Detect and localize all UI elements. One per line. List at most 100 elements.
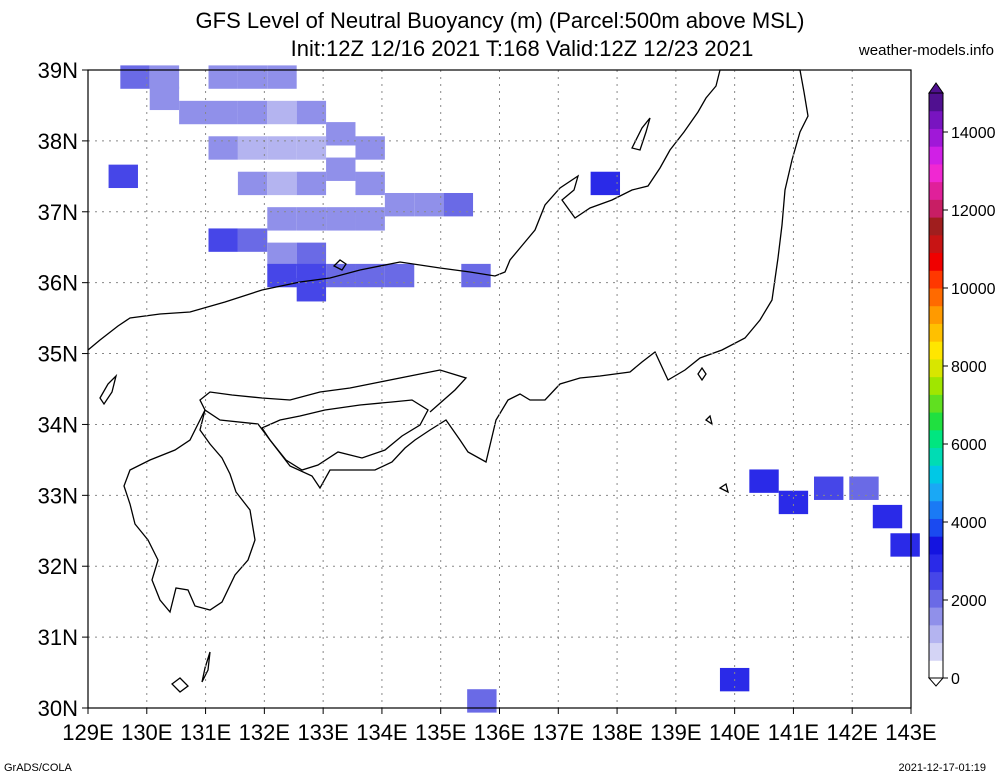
buoyancy-cell [267, 171, 297, 196]
lon-tick-label: 143E [885, 720, 936, 745]
plot-frame [87, 69, 912, 709]
site-credit: weather-models.info [858, 42, 994, 59]
lat-tick-label: 36N [38, 271, 78, 296]
buoyancy-cell [355, 136, 385, 160]
buoyancy-cell [443, 192, 474, 217]
buoyancy-cell [296, 100, 327, 125]
lon-tick-label: 141E [768, 720, 819, 745]
buoyancy-cell [237, 100, 268, 125]
lat-tick-label: 38N [38, 129, 78, 154]
colorbar-swatch [929, 93, 943, 112]
buoyancy-cell [267, 136, 297, 160]
colorbar-swatch [929, 341, 943, 360]
buoyancy-cell [179, 100, 209, 125]
colorbar-swatch [929, 199, 943, 218]
buoyancy-cell [849, 476, 879, 500]
colorbar-swatch [929, 500, 943, 519]
colorbar-swatch [929, 323, 943, 342]
grid-lines [88, 70, 911, 708]
colorbar-label: 10000 [951, 281, 996, 298]
colorbar-swatch [929, 624, 943, 644]
chart-title-line2: Init:12Z 12/16 2021 T:168 Valid:12Z 12/2… [290, 36, 754, 61]
colorbar-label: 0 [951, 671, 960, 688]
buoyancy-cell [208, 136, 238, 160]
buoyancy-cell [461, 263, 491, 288]
buoyancy-cell [267, 100, 297, 125]
buoyancy-cell [814, 476, 844, 500]
lon-tick-label: 137E [533, 720, 584, 745]
izu-islands [697, 366, 729, 494]
colorbar-label: 4000 [951, 515, 987, 532]
buoyancy-cell [267, 242, 297, 267]
lat-tick-label: 30N [38, 696, 78, 721]
colorbar-swatch [929, 447, 943, 466]
colorbar-swatch [929, 589, 943, 608]
buoyancy-cell [208, 228, 238, 252]
colorbar-swatch [929, 465, 943, 484]
lon-tick-label: 140E [709, 720, 760, 745]
lat-tick-label: 31N [38, 625, 78, 650]
lon-tick-label: 138E [591, 720, 642, 745]
buoyancy-cell [149, 86, 180, 111]
lon-tick-label: 131E [180, 720, 231, 745]
colorbar-swatch [929, 376, 943, 395]
lat-tick-label: 33N [38, 483, 78, 508]
colorbar-label: 6000 [951, 437, 987, 454]
colorbar-swatch [929, 607, 943, 626]
buoyancy-cell [355, 207, 385, 231]
buoyancy-cell [749, 469, 779, 493]
tsushima-island [99, 373, 118, 406]
colorbar-swatch [929, 394, 943, 413]
honshu-coast [87, 69, 809, 490]
colorbar-swatch [929, 358, 943, 378]
lon-tick-label: 135E [415, 720, 466, 745]
buoyancy-cell [208, 65, 238, 89]
colorbar-swatch [929, 571, 943, 590]
buoyancy-cell [149, 65, 180, 89]
software-credit: GrADS/COLA [4, 762, 72, 774]
colorbar-swatch [929, 110, 943, 129]
buoyancy-cell [267, 65, 297, 89]
colorbar-swatch [929, 288, 943, 307]
buoyancy-cell [237, 171, 268, 196]
buoyancy-cell [296, 207, 327, 231]
buoyancy-cell [414, 192, 444, 217]
buoyancy-cell [355, 171, 385, 196]
tanegashima [201, 651, 211, 683]
buoyancy-cell [384, 263, 415, 288]
colorbar-bottom-arrow [927, 677, 945, 687]
colorbar-swatch [929, 234, 943, 254]
buoyancy-cell [108, 164, 138, 189]
lon-tick-label: 142E [827, 720, 878, 745]
buoyancy-cell [237, 136, 268, 160]
colorbar: 0 2000 4000 6000 8000 10000 12000 14000 [927, 82, 996, 688]
colorbar-swatch [929, 412, 943, 431]
colorbar-swatch [929, 483, 943, 502]
buoyancy-cell [326, 207, 356, 231]
buoyancy-cell [326, 157, 356, 181]
colorbar-swatch [929, 146, 943, 165]
colorbar-swatch [929, 429, 943, 449]
buoyancy-cell [326, 122, 356, 146]
buoyancy-cell [296, 242, 327, 267]
lon-tick-label: 129E [62, 720, 113, 745]
colorbar-swatch [929, 536, 943, 555]
oki-islands [332, 259, 347, 271]
buoyancy-cell [890, 533, 920, 557]
buoyancy-cell [120, 65, 150, 89]
coastlines [87, 69, 809, 693]
colorbar-swatch [929, 217, 943, 236]
lon-tick-label: 139E [650, 720, 701, 745]
colorbar-label: 12000 [951, 203, 996, 220]
buoyancy-cell [296, 136, 327, 160]
lat-tick-label: 34N [38, 412, 78, 437]
lon-tick-label: 130E [121, 720, 172, 745]
buoyancy-cell [778, 490, 809, 515]
buoyancy-cell [237, 228, 268, 252]
buoyancy-cell [296, 171, 327, 196]
shikoku-coast [261, 399, 429, 471]
sado-island [631, 117, 651, 151]
colorbar-swatch [929, 305, 943, 324]
buoyancy-cell [872, 504, 903, 529]
longitude-axis: 129E 130E 131E 132E 133E 134E 135E 136E 137E 138E… [62, 708, 937, 745]
